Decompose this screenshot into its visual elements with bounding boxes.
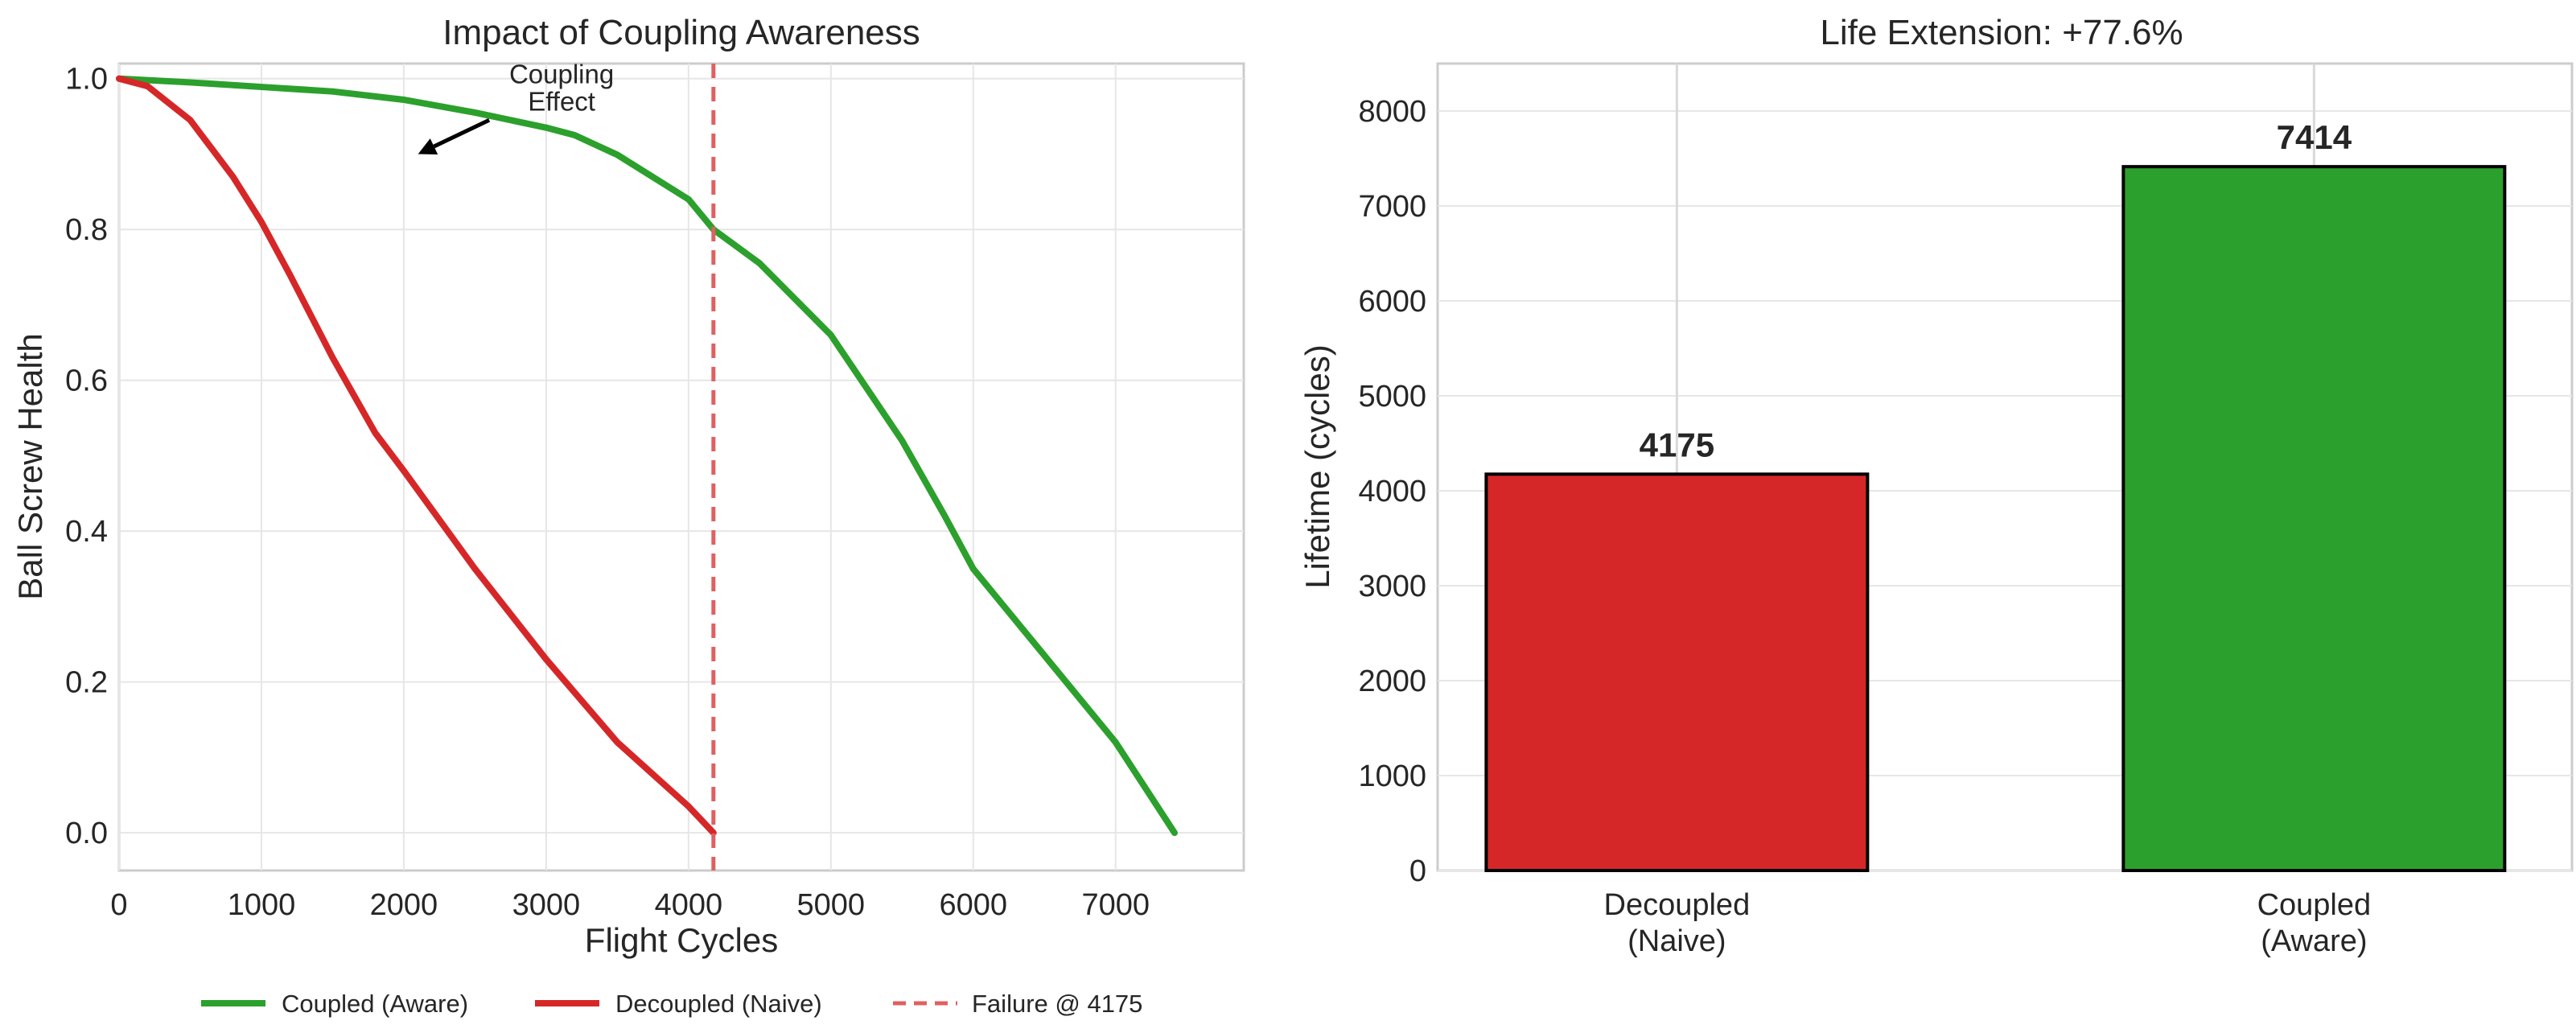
coupling-effect-annotation: Coupling Effect xyxy=(418,59,614,154)
x-tick-label-2: 2000 xyxy=(370,888,438,922)
line-chart-y-axis-label: Ball Screw Health xyxy=(11,333,49,599)
bar-category-label-1-line-1: Coupled xyxy=(2257,888,2372,922)
x-tick-label-5: 5000 xyxy=(797,888,866,922)
annotation-arrow-head xyxy=(418,138,438,154)
y-tick-label-1: 0.2 xyxy=(65,666,108,700)
bar-1 xyxy=(2121,165,2507,872)
bar-category-label-1-line-2: (Aware) xyxy=(2261,924,2367,958)
bar-chart-bars: 4175 7414 xyxy=(1484,118,2507,872)
bar-y-tick-label-1: 1000 xyxy=(1358,759,1426,793)
bar-y-tick-label-0: 0 xyxy=(1409,854,1426,888)
legend-label-decoupled: Decoupled (Naive) xyxy=(615,990,822,1018)
bar-chart: 0 1000 2000 3000 4000 5000 6000 7000 8000 4175 74… xyxy=(1298,13,2574,958)
bar-chart-y-axis-label: Lifetime (cycles) xyxy=(1298,344,1336,588)
y-tick-label-5: 1.0 xyxy=(65,63,108,97)
y-tick-label-0: 0.0 xyxy=(65,817,108,850)
x-tick-label-0: 0 xyxy=(110,888,127,922)
bar-y-tick-label-2: 2000 xyxy=(1358,665,1426,698)
line-chart-series xyxy=(116,64,1178,871)
bar-y-tick-label-7: 7000 xyxy=(1358,190,1426,224)
x-tick-label-4: 4000 xyxy=(655,888,723,922)
series-line-decoupled xyxy=(116,75,717,837)
line-chart: 0 1000 2000 3000 4000 5000 6000 7000 0.00.20.40… xyxy=(11,13,1245,959)
legend-label-coupled: Coupled (Aware) xyxy=(282,990,468,1018)
x-tick-label-7: 7000 xyxy=(1081,888,1150,922)
annotation-line-1: Coupling xyxy=(509,59,614,88)
bar-chart-x-ticks: Decoupled(Naive) Coupled(Aware) xyxy=(1604,888,2372,958)
annotation-line-2: Effect xyxy=(528,86,595,116)
legend-label-failure: Failure @ 4175 xyxy=(972,990,1142,1018)
y-tick-label-4: 0.8 xyxy=(65,213,108,247)
bar-y-tick-label-3: 3000 xyxy=(1358,570,1426,603)
y-tick-label-2: 0.4 xyxy=(65,515,108,549)
x-tick-label-1: 1000 xyxy=(228,888,296,922)
bar-chart-y-ticks: 0 1000 2000 3000 4000 5000 6000 7000 8000 xyxy=(1358,95,1426,888)
line-chart-y-ticks: 0.0 0.2 0.4 0.6 0.8 1.0 xyxy=(65,63,108,850)
bar-y-tick-label-8: 8000 xyxy=(1358,95,1426,129)
legend-item-decoupled: Decoupled (Naive) xyxy=(535,990,822,1018)
line-chart-title: Impact of Coupling Awareness xyxy=(442,13,920,52)
x-tick-label-3: 3000 xyxy=(512,888,581,922)
legend: Coupled (Aware) Decoupled (Naive) Failur… xyxy=(201,990,1142,1018)
series-line-coupled xyxy=(116,75,1178,837)
bar-y-tick-label-5: 5000 xyxy=(1358,380,1426,414)
bar-0 xyxy=(1484,472,1870,872)
bar-category-label-0-line-2: (Naive) xyxy=(1627,924,1726,958)
bar-value-label-0: 4175 xyxy=(1640,426,1714,463)
line-chart-x-ticks: 0 1000 2000 3000 4000 5000 6000 7000 xyxy=(110,888,1150,922)
bar-value-label-1: 7414 xyxy=(2277,118,2352,156)
bar-chart-title: Life Extension: +77.6% xyxy=(1820,13,2183,52)
bar-y-tick-label-4: 4000 xyxy=(1358,475,1426,508)
x-tick-label-6: 6000 xyxy=(939,888,1007,922)
y-tick-label-3: 0.6 xyxy=(65,364,108,398)
line-chart-x-axis-label: Flight Cycles xyxy=(585,921,778,959)
bar-y-tick-label-6: 6000 xyxy=(1358,285,1426,319)
legend-item-failure: Failure @ 4175 xyxy=(893,990,1142,1018)
annotation-arrow xyxy=(433,118,491,149)
legend-item-coupled: Coupled (Aware) xyxy=(201,990,468,1018)
line-chart-plot-area xyxy=(117,62,1245,872)
bar-category-label-0-line-1: Decoupled xyxy=(1604,888,1751,922)
